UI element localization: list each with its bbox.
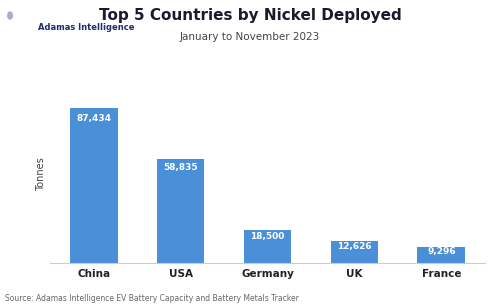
Bar xyxy=(330,241,378,263)
Text: Source: Adamas Intelligence EV Battery Capacity and Battery Metals Tracker: Source: Adamas Intelligence EV Battery C… xyxy=(5,294,299,303)
Text: Adamas Intelligence: Adamas Intelligence xyxy=(38,23,134,32)
Text: 18,500: 18,500 xyxy=(250,232,284,241)
Text: 9,296: 9,296 xyxy=(427,247,456,256)
Text: Ai: Ai xyxy=(12,25,22,34)
Text: Top 5 Countries by Nickel Deployed: Top 5 Countries by Nickel Deployed xyxy=(98,8,402,23)
Text: 87,434: 87,434 xyxy=(76,114,111,123)
Y-axis label: Tonnes: Tonnes xyxy=(36,158,46,191)
Circle shape xyxy=(8,12,12,19)
Text: January to November 2023: January to November 2023 xyxy=(180,32,320,42)
Bar xyxy=(418,247,465,263)
Bar xyxy=(244,230,292,263)
Bar xyxy=(156,159,204,263)
Bar xyxy=(70,108,117,263)
Text: 58,835: 58,835 xyxy=(164,163,198,172)
Text: 12,626: 12,626 xyxy=(337,242,372,251)
